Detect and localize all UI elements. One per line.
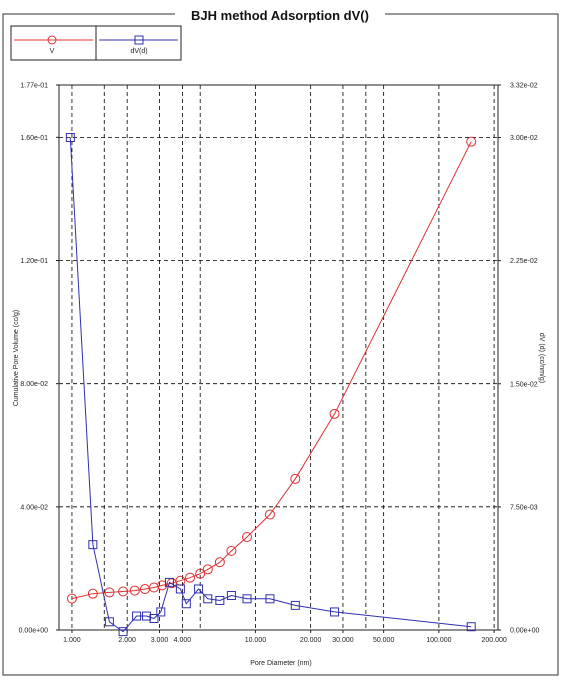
outer-border <box>2 13 559 676</box>
data-point-dv <box>132 611 142 621</box>
data-point-v <box>264 509 275 520</box>
legend-label-v: V <box>50 48 55 55</box>
data-point-dv <box>215 595 225 605</box>
data-point-dv <box>181 599 191 609</box>
series-line-v <box>71 141 472 600</box>
legend: V dV(d) <box>10 25 182 61</box>
data-point-dv <box>149 614 159 624</box>
y-tick-label: 0.00e+00 <box>19 628 48 635</box>
data-point-v <box>157 580 168 591</box>
y-axis-title: Cumulative Pore Volume (cc/g) <box>13 310 20 406</box>
data-point-dv <box>203 594 213 604</box>
x-tick-label: 4.000 <box>174 637 192 644</box>
y2-axis-title: dV (d) (cc/nm/g) <box>538 333 545 383</box>
legend-marker-v <box>47 35 57 45</box>
data-point-dv <box>65 133 75 143</box>
data-point-v <box>66 593 77 604</box>
y-tick-label: 1.77e-01 <box>20 83 48 90</box>
data-point-dv <box>118 627 128 637</box>
grid <box>59 85 498 630</box>
series-line-dv <box>69 137 472 633</box>
data-point-v <box>185 572 196 583</box>
x-tick-label: 200.000 <box>481 637 506 644</box>
data-point-dv <box>265 594 275 604</box>
data-point-v <box>226 545 237 556</box>
x-tick-label: 3.000 <box>151 637 169 644</box>
axis-ticks: 1.000 2.000 3.000 4.000 10.000 20.000 30.000 50… <box>19 83 540 645</box>
data-point-dv <box>104 617 114 627</box>
x-tick-label: 2.000 <box>118 637 136 644</box>
legend-marker-dv <box>134 35 144 45</box>
title-background <box>175 6 385 24</box>
data-point-dv <box>164 577 174 587</box>
data-point-v <box>195 568 206 579</box>
data-point-dv <box>242 594 252 604</box>
y2-tick-label: 0.00e+00 <box>510 628 539 635</box>
data-point-dv <box>290 600 300 610</box>
data-point-v <box>202 564 213 575</box>
y-tick-label: 1.20e-01 <box>20 258 48 265</box>
data-point-v <box>129 585 140 596</box>
data-point-dv <box>156 607 166 617</box>
data-point-dv <box>194 584 204 594</box>
data-point-dv <box>175 584 185 594</box>
x-tick-label: 10.000 <box>245 637 267 644</box>
y2-tick-label: 7.50e-03 <box>510 504 538 511</box>
data-point-dv <box>330 607 340 617</box>
x-tick-label: 1.000 <box>63 637 81 644</box>
y2-tick-label: 1.50e-02 <box>510 381 538 388</box>
x-tick-label: 20.000 <box>300 637 322 644</box>
data-point-v <box>329 408 340 419</box>
data-point-dv <box>142 611 152 621</box>
data-point-v <box>214 557 225 568</box>
y-tick-label: 1.60e-01 <box>20 135 48 142</box>
data-point-dv <box>226 591 236 601</box>
data-point-v <box>118 586 129 597</box>
data-point-v <box>466 136 477 147</box>
legend-label-dv: dV(d) <box>130 48 147 55</box>
y-tick-label: 4.00e-02 <box>20 504 48 511</box>
data-point-v <box>104 587 115 598</box>
data-point-v <box>242 532 253 543</box>
x-tick-label: 100.000 <box>426 637 451 644</box>
data-point-dv <box>466 622 476 632</box>
y2-tick-label: 3.00e-02 <box>510 135 538 142</box>
data-point-dv <box>88 540 98 550</box>
y2-tick-label: 3.32e-02 <box>510 83 538 90</box>
x-tick-label: 50.000 <box>373 637 395 644</box>
data-point-v <box>290 473 301 484</box>
series <box>65 133 477 637</box>
x-axis-title: Pore Diameter (nm) <box>250 660 311 667</box>
chart-title: BJH method Adsorption dV() <box>191 8 369 23</box>
y2-tick-label: 2.25e-02 <box>510 258 538 265</box>
x-tick-label: 30.000 <box>332 637 354 644</box>
plot-area-border <box>58 84 499 631</box>
y-tick-label: 8.00e-02 <box>20 381 48 388</box>
data-point-v <box>87 588 98 599</box>
